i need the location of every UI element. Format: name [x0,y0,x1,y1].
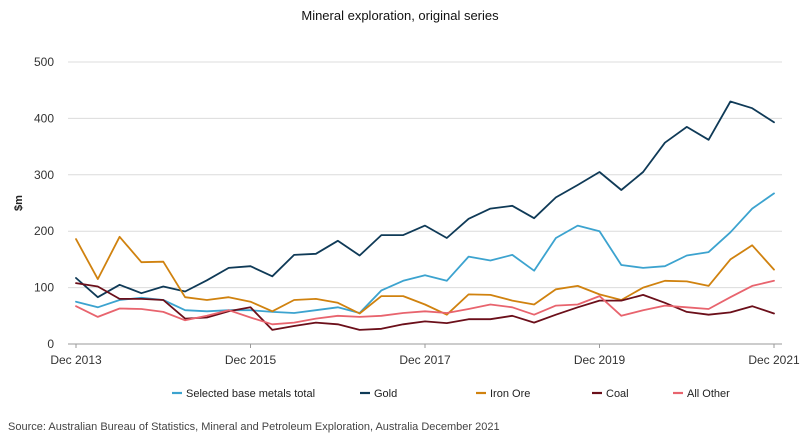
legend-label-coal: Coal [606,388,629,400]
source-note: Source: Australian Bureau of Statistics,… [8,421,500,433]
legend-label-iron-ore: Iron Ore [490,388,530,400]
legend-label-all-other: All Other [687,388,730,400]
series-line-all-other [75,279,775,326]
legend-label-gold: Gold [374,388,397,400]
x-tick-label: Dec 2017 [399,353,451,367]
x-tick-label: Dec 2021 [748,353,800,367]
legend: Selected base metals total Gold Iron Ore Co… [172,388,730,400]
x-tick-label: Dec 2013 [50,353,102,367]
series-line-gold [75,100,775,299]
series-line-selected-base-metals-total [75,192,775,314]
chart-title: Mineral exploration, original series [301,8,499,23]
series-line-iron-ore [75,235,775,316]
y-axis-title: $m [13,195,25,211]
series-lines [75,100,775,331]
y-tick-label: 400 [34,111,54,125]
x-tick-label: Dec 2015 [225,353,277,367]
y-tick-label: 300 [34,168,54,182]
y-tick-label: 0 [47,337,54,351]
x-axis-ticks: Dec 2013 Dec 2015 Dec 2017 Dec 2019 Dec 2021 [50,344,800,367]
gridlines [68,61,782,345]
y-axis-ticks: 0 100 200 300 400 500 [34,55,54,351]
y-tick-label: 500 [34,55,54,69]
x-tick-label: Dec 2019 [574,353,626,367]
y-tick-label: 100 [34,281,54,295]
y-tick-label: 200 [34,224,54,238]
legend-label-selected-base-metals-total: Selected base metals total [186,388,315,400]
